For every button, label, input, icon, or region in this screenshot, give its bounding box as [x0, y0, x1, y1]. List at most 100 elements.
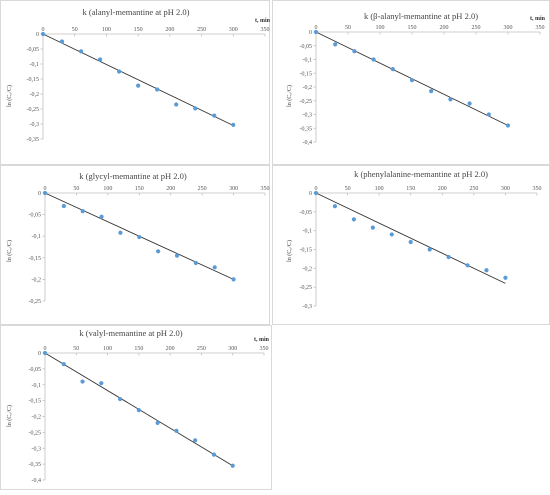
data-point	[212, 113, 217, 118]
data-point	[231, 122, 236, 127]
x-tick-label: 250	[469, 186, 478, 192]
y-axis-label: ln (C₀/C)	[286, 240, 293, 262]
y-axis-label: ln (C₀/C)	[286, 85, 293, 107]
data-point	[42, 350, 48, 356]
data-point	[467, 101, 472, 106]
x-tick-label: 0	[44, 346, 47, 352]
x-tick-label: 300	[504, 25, 513, 31]
trendline	[315, 192, 506, 284]
data-point	[155, 420, 160, 425]
chart-title: k (phenylalanine-memantine at pH 2.0)	[354, 169, 488, 179]
x-tick-label: 350	[533, 186, 542, 192]
x-tick-label: 250	[197, 346, 206, 352]
data-point	[137, 234, 142, 240]
chart-title: k (alanyl-memantine at pH 2.0)	[83, 7, 190, 17]
x-tick-label: 0	[44, 186, 47, 192]
x-tick-label: 0	[315, 186, 318, 192]
chart-title: k (valyl-memantine at pH 2.0)	[79, 328, 182, 338]
x-tick-label: 200	[166, 186, 175, 192]
y-axis-label: ln (C₀/C)	[6, 240, 13, 262]
data-point	[352, 49, 357, 54]
y-tick-label: -0,1	[30, 62, 40, 68]
y-tick-label: -0,35	[300, 126, 313, 132]
y-tick-label: -0,25	[300, 99, 313, 105]
y-tick-label: -0,1	[32, 234, 42, 240]
y-tick-label: -0,25	[300, 285, 313, 291]
x-tick-label: 100	[376, 25, 385, 31]
y-tick-label: -0,3	[303, 304, 313, 310]
y-tick-label: 0	[36, 32, 39, 38]
data-point	[409, 78, 415, 83]
x-tick-label: 250	[197, 27, 206, 33]
y-tick-label: -0,4	[303, 140, 313, 146]
x-tick-label: 350	[261, 27, 270, 33]
y-tick-label: -0,35	[27, 137, 40, 143]
chart-title: k (β-alanyl-memantine at pH 2.0)	[364, 11, 478, 21]
chart-title: k (glycyl-memantine at pH 2.0)	[79, 171, 187, 181]
y-tick-label: -0,35	[29, 462, 42, 468]
y-axis-label: ln (C₀/C)	[6, 405, 13, 427]
data-point	[117, 396, 123, 402]
data-point	[211, 452, 217, 457]
x-tick-label: 200	[438, 186, 447, 192]
y-tick-label: -0,15	[27, 77, 40, 83]
data-point	[80, 209, 85, 214]
data-point	[429, 89, 434, 94]
chart-svg: k (alanyl-memantine at pH 2.0) 0 50 100 150 2…	[6, 7, 271, 143]
y-tick-label: -0,3	[32, 446, 42, 452]
chart-panel-beta-alanyl: k (β-alanyl-memantine at pH 2.0) 0 50 100 15…	[272, 0, 550, 165]
x-tick-label: 300	[229, 27, 238, 33]
x-tick-label: 200	[165, 27, 174, 33]
x-tick-label: 350	[260, 346, 269, 352]
x-tick-label: 200	[440, 25, 449, 31]
data-point	[78, 49, 84, 54]
data-point	[212, 265, 217, 270]
x-tick-label: 100	[103, 186, 112, 192]
y-tick-label: -0,3	[30, 122, 40, 128]
data-point	[370, 225, 375, 230]
data-point	[313, 29, 319, 35]
chart-svg: k (glycyl-memantine at pH 2.0) 0 50 100 150 2…	[6, 171, 270, 305]
x-tick-label: 200	[166, 346, 175, 352]
data-point	[59, 39, 65, 44]
x-tick-label: 150	[135, 186, 144, 192]
data-point	[486, 112, 491, 117]
x-tick-label: 350	[536, 25, 545, 31]
data-point	[193, 438, 198, 443]
y-tick-label: -0,25	[27, 107, 40, 113]
y-tick-label: -0,05	[29, 213, 42, 219]
y-tick-label: 0	[38, 351, 41, 357]
data-point	[97, 57, 103, 62]
y-tick-label: -0,05	[300, 210, 313, 216]
data-point	[446, 254, 451, 260]
y-tick-label: -0,15	[29, 256, 42, 262]
data-point	[505, 123, 511, 128]
data-point	[193, 106, 198, 111]
data-point	[155, 87, 160, 92]
data-point	[484, 268, 489, 273]
y-tick-label: -0,1	[32, 383, 42, 389]
chart-panel-phenylalanine: k (phenylalanine-memantine at pH 2.0) 0 50…	[272, 165, 550, 325]
data-point	[371, 57, 376, 62]
data-point	[389, 232, 394, 237]
data-point	[99, 214, 104, 219]
x-axis-label: t, min	[255, 18, 271, 24]
data-point	[313, 190, 319, 196]
y-tick-label: -0,4	[32, 478, 42, 484]
data-point	[117, 69, 122, 74]
trendline	[42, 33, 234, 126]
x-tick-label: 50	[345, 186, 351, 192]
data-point	[193, 260, 198, 266]
x-tick-label: 0	[42, 27, 45, 33]
x-tick-label: 250	[472, 25, 481, 31]
chart-panel-glycyl: k (glycyl-memantine at pH 2.0) 0 50 100 150 2…	[0, 165, 270, 325]
x-tick-label: 100	[103, 346, 112, 352]
y-tick-label: -0,15	[29, 399, 42, 405]
x-tick-label: 100	[375, 186, 384, 192]
data-point	[156, 249, 161, 254]
data-point	[174, 428, 179, 433]
x-tick-label: 50	[73, 186, 79, 192]
x-tick-label: 0	[315, 25, 318, 31]
y-tick-label: -0,2	[32, 277, 42, 283]
x-tick-label: 300	[229, 186, 238, 192]
